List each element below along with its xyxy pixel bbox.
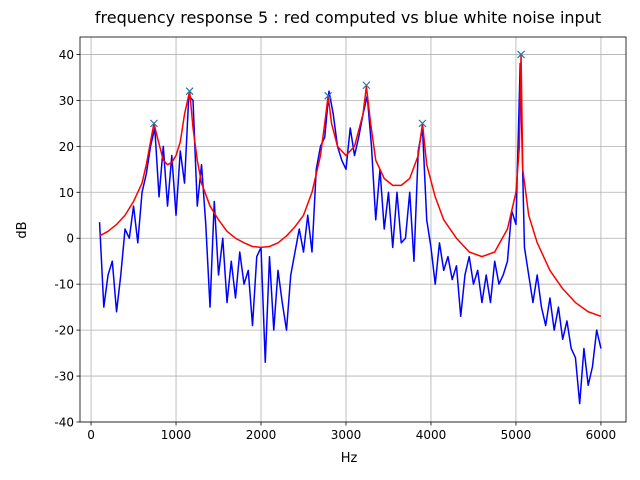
- peak-marker: [418, 119, 427, 128]
- y-tick-label: -20: [54, 324, 74, 338]
- x-tick-label: 1000: [161, 428, 192, 442]
- plot-frame: [79, 36, 627, 423]
- series-line: [99, 53, 602, 318]
- y-axis-label: dB: [15, 221, 30, 238]
- y-tick-label: -40: [54, 416, 74, 430]
- peak-marker: [362, 81, 371, 90]
- x-tick-label: 4000: [416, 428, 447, 442]
- x-tick-label: 3000: [331, 428, 362, 442]
- chart-title: frequency response 5 : red computed vs b…: [95, 8, 601, 27]
- peak-marker: [517, 50, 525, 59]
- y-tick-label: -10: [54, 278, 74, 292]
- x-tick-label: 6000: [586, 428, 617, 442]
- y-tick-label: 30: [59, 94, 74, 108]
- y-tick-label: 40: [59, 48, 74, 62]
- y-tick-label: -30: [54, 370, 74, 384]
- y-tick-label: 0: [66, 232, 74, 246]
- x-tick-label: 5000: [501, 428, 532, 442]
- x-tick-label: 0: [87, 428, 95, 442]
- y-tick-label: 20: [59, 140, 74, 154]
- peak-marker: [150, 119, 158, 128]
- x-axis-label: Hz: [341, 451, 358, 466]
- x-tick-label: 2000: [246, 428, 277, 442]
- y-tick-label: 10: [59, 186, 74, 200]
- peak-marker: [324, 91, 333, 100]
- peak-marker: [185, 87, 194, 96]
